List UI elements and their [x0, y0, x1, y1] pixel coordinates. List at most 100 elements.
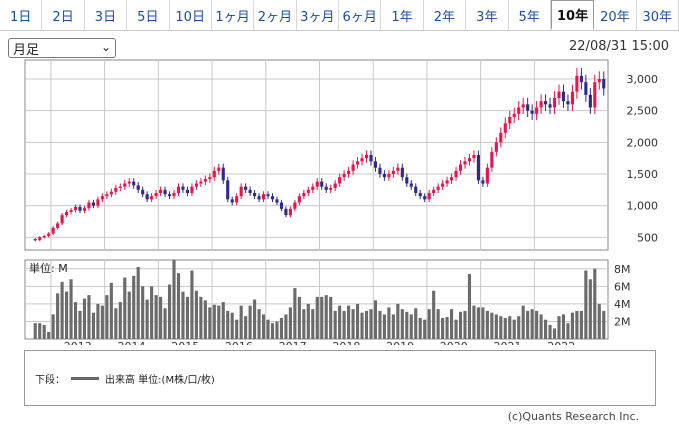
volume-bar [306, 303, 310, 339]
volume-bar [530, 309, 534, 339]
y-tick-label: 1,000 [627, 200, 659, 213]
candle-body [351, 164, 355, 171]
candle-body [494, 142, 498, 152]
volume-bar [400, 309, 404, 339]
candle-body [293, 202, 297, 209]
candle-body [279, 202, 284, 209]
volume-bar [512, 319, 516, 339]
candle-body [306, 189, 310, 193]
volume-bar [51, 314, 55, 339]
volume-bar [557, 316, 561, 339]
volume-bar [217, 305, 221, 339]
candle-body [78, 206, 82, 211]
candle-body [244, 186, 248, 190]
candle-body [423, 196, 427, 200]
tab-10[interactable]: 2年 [424, 0, 467, 30]
candle-body [91, 202, 96, 206]
volume-bar [65, 291, 69, 339]
candle-body [172, 193, 176, 197]
candle-body [261, 194, 266, 200]
volume-bar [409, 314, 413, 339]
volume-bar [221, 302, 225, 339]
tab-15[interactable]: 30年 [637, 0, 679, 30]
candle-body [570, 91, 574, 105]
volume-bar [235, 319, 239, 339]
tab-0[interactable]: 1日 [0, 0, 43, 30]
candle-body [136, 185, 140, 190]
volume-bar [351, 309, 355, 339]
chevron-down-icon: ⌄ [100, 40, 111, 54]
volume-bar [490, 312, 494, 339]
tab-14[interactable]: 20年 [594, 0, 637, 30]
volume-bar [472, 305, 476, 339]
volume-bar [176, 273, 181, 339]
volume-bar [427, 309, 431, 339]
volume-bar [579, 310, 583, 339]
volume-bar [436, 309, 440, 339]
price-panel-frame [24, 59, 609, 251]
candle-body [369, 155, 373, 162]
candle-body [584, 82, 588, 95]
volume-bar [458, 311, 463, 339]
candle-body [593, 82, 597, 108]
candle-body [56, 223, 60, 228]
legend-label: 出来高 単位:(M株/口/枚) [105, 375, 215, 386]
tab-7[interactable]: 3ヶ月 [297, 0, 339, 30]
x-tick-label: 2016 [225, 340, 253, 345]
volume-bar [293, 288, 297, 339]
tab-5[interactable]: 1ヶ月 [212, 0, 255, 30]
volume-bar [324, 295, 328, 339]
candle-body [60, 215, 64, 224]
timestamp: 22/08/31 15:00 [569, 39, 669, 54]
volume-bar [42, 324, 46, 339]
volume-bar [163, 308, 167, 339]
tab-2[interactable]: 3日 [85, 0, 128, 30]
tab-6[interactable]: 2ヶ月 [254, 0, 297, 30]
candle-body [51, 227, 55, 234]
volume-bar [570, 312, 574, 339]
volume-bar [517, 316, 521, 339]
tab-13[interactable]: 10年 [550, 0, 595, 30]
candle-body [315, 181, 319, 187]
volume-bar [127, 291, 131, 339]
volume-bar [342, 310, 346, 339]
tab-1[interactable]: 2日 [42, 0, 85, 30]
volume-bar [181, 291, 185, 339]
tab-11[interactable]: 3年 [466, 0, 509, 30]
tab-4[interactable]: 10日 [170, 0, 212, 30]
candle-body [221, 167, 225, 181]
volume-bar [185, 296, 190, 339]
candle-body [150, 196, 154, 200]
candle-body [521, 104, 525, 108]
candle-body [512, 113, 516, 117]
volume-bar [396, 303, 400, 339]
volume-bar [593, 268, 597, 339]
volume-bar [266, 319, 270, 339]
volume-bar [38, 323, 42, 339]
tab-8[interactable]: 6ヶ月 [339, 0, 382, 30]
candle-body [329, 187, 333, 190]
tab-9[interactable]: 1年 [381, 0, 424, 30]
volume-bar [91, 312, 96, 339]
candle-body [47, 233, 51, 237]
volume-bar [150, 286, 154, 339]
candle-body [42, 236, 46, 238]
volume-bar [499, 316, 503, 339]
candle-body [266, 194, 270, 197]
candle-body [539, 101, 543, 108]
volume-bar [485, 310, 489, 339]
candle-body [203, 179, 207, 182]
volume-bar [391, 314, 395, 339]
volume-bar [69, 279, 73, 339]
period-select[interactable]: 月足 ⌄ [8, 38, 116, 58]
candle-body [154, 193, 158, 197]
volume-unit-label: 単位: M [29, 261, 68, 275]
tab-3[interactable]: 5日 [127, 0, 170, 30]
volume-bar [508, 316, 512, 339]
tab-12[interactable]: 5年 [509, 0, 551, 30]
volume-bar [467, 274, 472, 339]
volume-bar [588, 279, 592, 339]
candle-body [441, 183, 445, 187]
volume-bar [463, 310, 467, 339]
candle-body [65, 212, 69, 216]
